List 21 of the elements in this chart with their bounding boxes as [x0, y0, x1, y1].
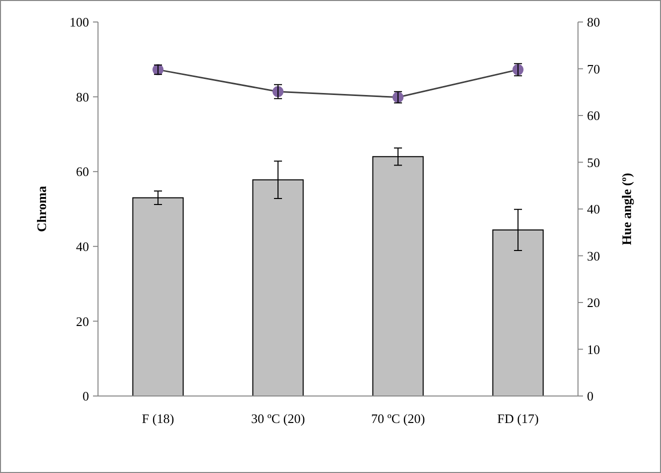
y2-tick-label: 50	[587, 154, 600, 170]
y-tick-label: 100	[70, 14, 89, 30]
x-tick-label: F (18)	[142, 411, 174, 426]
y2-tick-label: 40	[587, 202, 600, 217]
x-tick-label: 30 ºC (20)	[251, 411, 305, 426]
y-tick-label: 20	[76, 314, 89, 329]
y2-tick-label: 30	[587, 248, 600, 264]
y2-tick-label: 10	[587, 342, 600, 357]
y2-tick-label: 20	[587, 295, 600, 310]
y2-tick-label: 0	[587, 388, 594, 404]
y-tick-label: 0	[82, 388, 89, 404]
y-tick-label: 80	[76, 89, 89, 104]
y-tick-label: 60	[76, 164, 89, 180]
y2-tick-label: 70	[587, 61, 600, 76]
x-tick-label: FD (17)	[497, 411, 539, 426]
x-tick-label: 70 ºC (20)	[371, 411, 425, 426]
y-axis-title: Chroma	[34, 186, 49, 232]
y2-axis-title: Hue angle (º)	[619, 172, 634, 246]
y-tick-label: 40	[76, 238, 89, 254]
y2-tick-label: 60	[587, 108, 600, 124]
y2-tick-label: 80	[587, 14, 600, 30]
